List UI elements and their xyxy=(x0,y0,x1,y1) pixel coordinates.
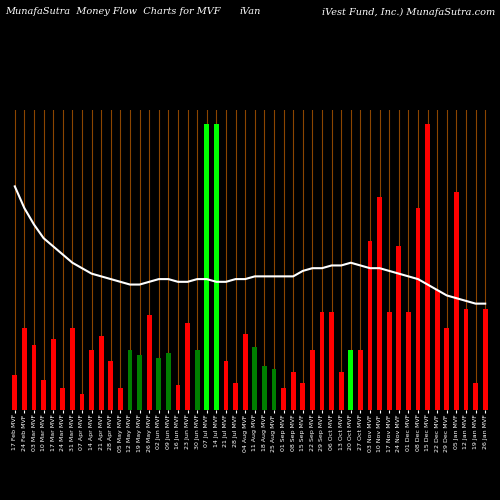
Bar xyxy=(32,344,36,410)
Bar xyxy=(41,380,46,410)
Bar xyxy=(137,356,142,410)
Bar xyxy=(176,386,180,410)
Bar xyxy=(300,382,305,410)
Bar xyxy=(243,334,248,410)
Bar xyxy=(195,350,200,410)
Bar xyxy=(70,328,75,410)
Bar xyxy=(60,388,65,410)
Bar xyxy=(12,374,17,410)
Bar xyxy=(166,352,171,410)
Bar xyxy=(406,312,411,410)
Bar xyxy=(425,124,430,410)
Bar xyxy=(454,192,459,410)
Bar xyxy=(310,350,315,410)
Bar xyxy=(377,198,382,410)
Bar xyxy=(89,350,94,410)
Bar xyxy=(464,309,468,410)
Bar xyxy=(252,348,257,410)
Bar xyxy=(281,388,286,410)
Bar xyxy=(348,350,353,410)
Bar xyxy=(483,309,488,410)
Bar xyxy=(214,124,219,410)
Bar xyxy=(185,322,190,410)
Bar xyxy=(224,361,228,410)
Bar xyxy=(51,339,56,410)
Bar xyxy=(416,208,420,410)
Bar xyxy=(358,350,363,410)
Bar xyxy=(233,382,238,410)
Bar xyxy=(156,358,161,410)
Bar xyxy=(396,246,401,410)
Text: iVest Fund, Inc.) MunafaSutra.com: iVest Fund, Inc.) MunafaSutra.com xyxy=(322,8,495,16)
Bar xyxy=(99,336,103,410)
Bar xyxy=(204,124,209,410)
Bar xyxy=(108,361,113,410)
Bar xyxy=(262,366,267,410)
Bar xyxy=(128,350,132,410)
Bar xyxy=(435,290,440,410)
Bar xyxy=(22,328,27,410)
Text: MunafaSutra  Money Flow  Charts for MVF: MunafaSutra Money Flow Charts for MVF xyxy=(5,8,220,16)
Bar xyxy=(147,314,152,410)
Bar xyxy=(329,312,334,410)
Bar xyxy=(80,394,84,410)
Text: iVan: iVan xyxy=(240,8,260,16)
Bar xyxy=(368,241,372,410)
Bar xyxy=(118,388,123,410)
Bar xyxy=(387,312,392,410)
Bar xyxy=(320,312,324,410)
Bar xyxy=(272,369,276,410)
Bar xyxy=(473,382,478,410)
Bar xyxy=(339,372,344,410)
Bar xyxy=(444,328,449,410)
Bar xyxy=(291,372,296,410)
